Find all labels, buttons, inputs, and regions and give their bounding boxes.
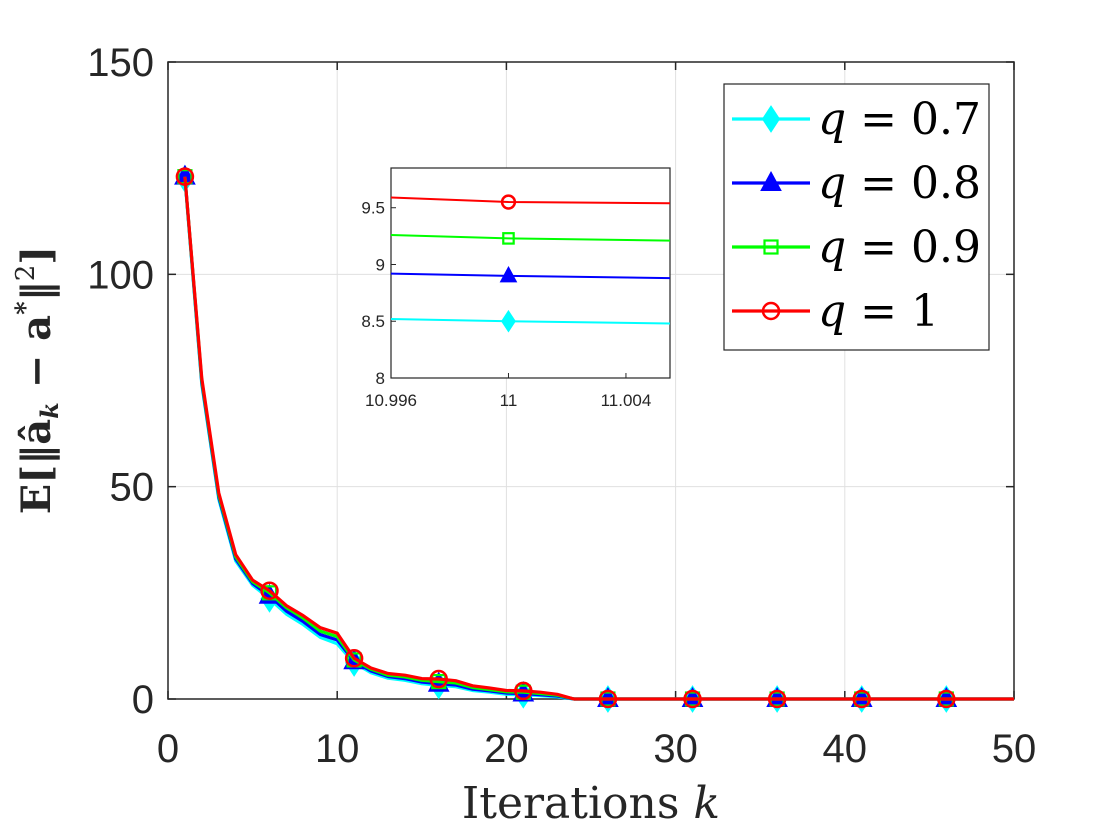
inset-data-point-marker	[500, 194, 517, 210]
y-tick-label: 50	[110, 466, 155, 510]
legend-marker	[760, 170, 782, 191]
data-point-marker	[683, 689, 702, 709]
y-tick-label: 0	[132, 678, 154, 722]
data-point-marker	[429, 669, 448, 689]
x-tick-label: 10	[315, 727, 360, 771]
series-circle	[175, 167, 1014, 709]
x-tick-label: 50	[992, 727, 1037, 771]
inset-series-diamond	[390, 309, 671, 333]
inset-series-triangle	[390, 265, 671, 283]
legend: q = 0.7 q = 0.8 q = 0.9 q = 1	[723, 83, 990, 351]
inset-series-circle	[390, 194, 671, 210]
x-axis-label: Iterations k	[462, 778, 720, 829]
inset-series-square	[390, 232, 671, 245]
inset-data-point-marker	[499, 265, 518, 283]
inset-series-line	[390, 233, 671, 242]
inset-x-tick-label: 11	[500, 391, 518, 410]
inset-y-tick-label: 8	[376, 369, 385, 388]
data-point-marker	[852, 689, 871, 709]
legend-label: q = 0.9	[818, 222, 981, 273]
legend-label: q = 0.8	[818, 158, 981, 209]
y-tick-label: 150	[87, 41, 154, 85]
x-tick-label: 20	[484, 727, 529, 771]
data-point-marker	[260, 581, 279, 600]
data-point-marker	[344, 648, 364, 668]
x-tick-label: 40	[823, 727, 868, 771]
y-axis-label: E[‖âk − a*‖2]	[11, 246, 64, 514]
data-point-marker	[598, 689, 618, 709]
data-point-marker	[937, 689, 956, 709]
inset-series-line	[390, 196, 671, 205]
legend-label: q = 1	[818, 286, 939, 337]
inset-y-tick-label: 9	[376, 255, 385, 274]
legend-entry: q = 0.9	[732, 222, 981, 273]
inset-x-tick-label: 10.996	[365, 391, 417, 410]
inset-chart: 10.996 11 11.004 8 8.5 9 9.5	[361, 167, 671, 410]
inset-y-tick-label: 8.5	[361, 312, 385, 331]
inset-series	[390, 194, 671, 333]
legend-entry: q = 0.8	[732, 158, 981, 209]
data-point-marker	[175, 167, 195, 186]
y-tick-label: 100	[87, 253, 154, 297]
inset-data-point-marker	[502, 232, 515, 245]
data-point-marker	[514, 681, 533, 701]
data-point-marker	[767, 689, 787, 709]
inset-x-tick-label: 11.004	[601, 391, 652, 410]
legend-entry: q = 0.7	[732, 94, 981, 145]
main-ticks: 0 10 20 30 40 50 0 50 100 150	[87, 41, 1036, 771]
legend-marker	[763, 239, 779, 255]
main-series	[174, 164, 1014, 713]
legend-entry: q = 1	[732, 286, 939, 337]
legend-marker	[761, 301, 781, 321]
x-tick-label: 0	[157, 727, 179, 771]
legend-label: q = 0.7	[818, 94, 981, 145]
x-tick-label: 30	[653, 727, 698, 771]
inset-data-point-marker	[501, 309, 516, 333]
inset-ticks: 10.996 11 11.004 8 8.5 9 9.5	[361, 199, 651, 410]
legend-marker	[761, 105, 781, 133]
inset-y-tick-label: 9.5	[361, 199, 385, 218]
legend-items: q = 0.7 q = 0.8 q = 0.9 q = 1	[732, 94, 981, 337]
